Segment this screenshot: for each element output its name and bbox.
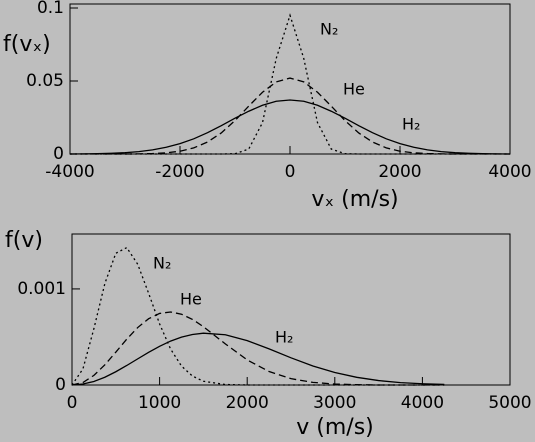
x-tick-label: 2000: [226, 393, 269, 413]
series-label: H₂: [402, 115, 420, 134]
series-label: H₂: [275, 328, 293, 347]
series-line: [71, 311, 445, 386]
series-line: [70, 13, 510, 155]
x-tick-label: 3000: [313, 393, 356, 413]
series-label: He: [180, 290, 202, 309]
series-line: [70, 77, 510, 155]
x-tick-label: 0: [285, 162, 296, 182]
series-label: He: [343, 80, 365, 99]
series-line: [69, 99, 511, 155]
plot-frame: [69, 3, 511, 155]
y-axis-label: f(vₓ): [3, 32, 51, 57]
y-tick-label: 0.05: [26, 71, 64, 91]
x-tick-label: 4000: [401, 393, 444, 413]
x-axis-label: v (m/s): [296, 415, 373, 440]
x-tick-label: -2000: [155, 162, 204, 182]
x-tick-label: 5000: [488, 393, 531, 413]
y-tick-label: 0.1: [37, 0, 64, 18]
x-tick-label: 0: [67, 393, 78, 413]
y-axis-label: f(v): [5, 228, 43, 253]
series-label: N₂: [320, 20, 338, 39]
x-axis-label: vₓ (m/s): [311, 187, 398, 212]
y-tick-label: 0.001: [17, 279, 66, 299]
x-tick-label: 4000: [488, 162, 531, 182]
series-label: N₂: [153, 254, 171, 273]
x-tick-label: 1000: [138, 393, 181, 413]
y-tick-label: 0: [55, 375, 66, 395]
x-tick-label: 2000: [378, 162, 421, 182]
y-tick-label: 0: [53, 144, 64, 164]
series-line: [71, 332, 445, 386]
x-tick-label: -4000: [45, 162, 94, 182]
plot-frame: [71, 233, 511, 386]
